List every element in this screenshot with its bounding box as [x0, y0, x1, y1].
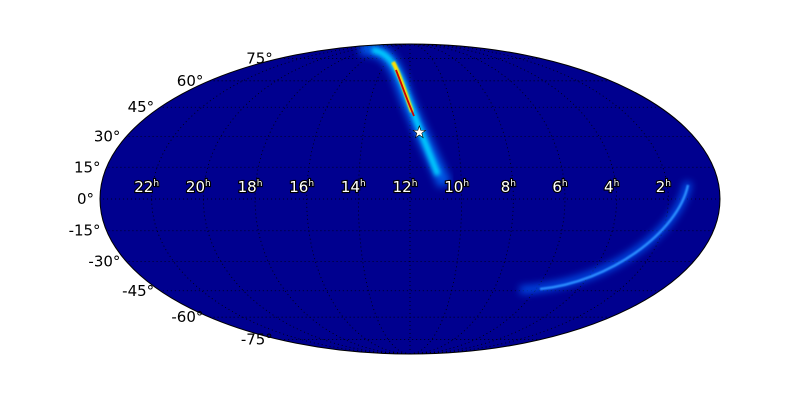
- grid-line: [409, 44, 514, 354]
- dec-tick-label: -75°: [241, 330, 273, 348]
- ra-tick-label: 18h: [238, 178, 263, 196]
- dec-tick-labels: 75° 60° 45° 30° 15° 0° -15° -30°-45° -60° -75°: [69, 50, 273, 349]
- ra-tick-label: 22h: [134, 178, 159, 196]
- dec-tick-label: -30°: [88, 253, 120, 271]
- ra-tick-value: 14: [341, 178, 360, 196]
- dec-tick-label: 60°: [177, 72, 204, 90]
- ra-tick-unit: h: [360, 179, 366, 189]
- ra-tick-value: 10: [444, 178, 463, 196]
- grid-line: [409, 44, 669, 354]
- ra-tick-label: 2h: [656, 178, 671, 196]
- ra-tick-label: 14h: [341, 178, 366, 196]
- ra-tick-value: 6: [552, 178, 562, 196]
- dec-tick-label: 0°: [77, 190, 94, 208]
- dec-tick-label: -45°: [122, 282, 154, 300]
- grid-line: [409, 44, 618, 354]
- ra-tick-value: 12: [393, 178, 412, 196]
- arc-north-red-core: [395, 69, 415, 117]
- ra-tick-unit: h: [308, 179, 314, 189]
- ra-tick-value: 22: [134, 178, 153, 196]
- dec-tick-label: 75°: [246, 50, 273, 68]
- ra-tick-label: 12h: [393, 178, 418, 196]
- grid-line: [306, 44, 411, 354]
- ra-tick-label: 8h: [501, 178, 516, 196]
- ra-tick-unit: h: [463, 179, 469, 189]
- ra-tick-value: 8: [501, 178, 511, 196]
- ra-tick-unit: h: [562, 179, 568, 189]
- arc-south-core: [539, 184, 690, 291]
- ra-tick-label: 20h: [186, 178, 211, 196]
- ra-tick-unit: h: [205, 179, 211, 189]
- grid-line: [151, 44, 411, 354]
- ra-tick-value: 16: [289, 178, 308, 196]
- ra-tick-unit: h: [257, 179, 263, 189]
- probability-arc-south: [519, 181, 692, 294]
- dec-tick-label: 30°: [94, 127, 121, 145]
- dec-tick-label: 15°: [74, 158, 101, 176]
- ra-tick-value: 20: [186, 178, 205, 196]
- ra-tick-label: 6h: [552, 178, 567, 196]
- ra-tick-value: 4: [604, 178, 614, 196]
- ra-tick-unit: h: [510, 179, 516, 189]
- dec-tick-label: -15°: [69, 222, 101, 240]
- ra-tick-value: 18: [238, 178, 257, 196]
- sky-boundary: [99, 43, 721, 355]
- dec-tick-label: 45°: [128, 98, 155, 116]
- ra-tick-unit: h: [412, 179, 418, 189]
- ra-tick-value: 2: [656, 178, 666, 196]
- ra-tick-unit: h: [614, 179, 620, 189]
- ra-tick-label: 16h: [289, 178, 314, 196]
- ra-tick-unit: h: [665, 179, 671, 189]
- probability-arc-north: [359, 44, 452, 188]
- grid-line: [202, 44, 411, 354]
- ra-tick-labels: 22h 20h 18h 16h 14h 12h 10h 8h 6h 4h 2h: [133, 177, 672, 197]
- sky-background: [100, 44, 720, 354]
- grid-line: [409, 44, 463, 354]
- dec-tick-label: -60°: [171, 308, 203, 326]
- grid-line: [357, 44, 411, 354]
- source-star-marker: [412, 124, 427, 139]
- ra-tick-label: 4h: [604, 178, 619, 196]
- ra-tick-unit: h: [153, 179, 159, 189]
- probability-heatmap: [359, 44, 692, 294]
- grid-lines: [100, 44, 720, 354]
- ra-tick-label: 10h: [444, 178, 469, 196]
